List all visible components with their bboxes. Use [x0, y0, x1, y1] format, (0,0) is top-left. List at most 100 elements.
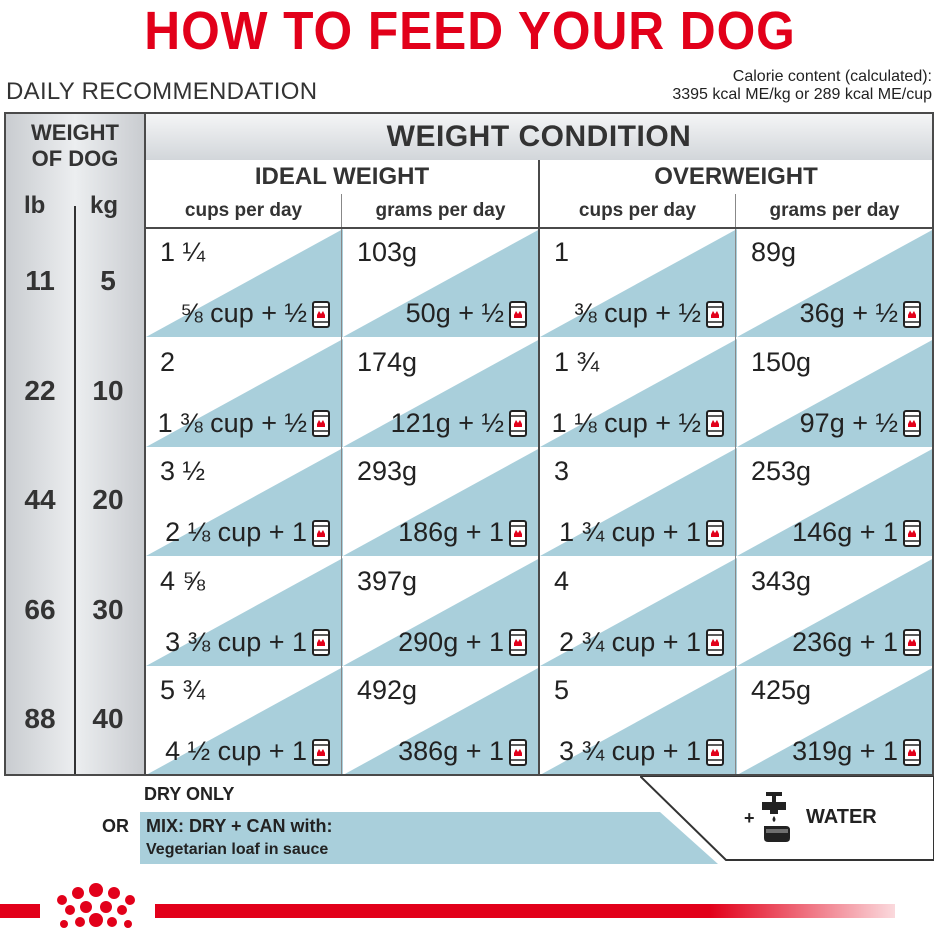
unit-kg: kg [90, 192, 119, 219]
mix-amount-text: 236g + 1 [792, 626, 898, 657]
ideal-weight-header: IDEAL WEIGHT [146, 160, 538, 194]
can-icon [509, 410, 527, 437]
mix-amount: ⅝ cup + ½ [180, 298, 331, 329]
feeding-cell: 397g 290g + 1 [343, 557, 540, 666]
cell-diagonal-fill [540, 448, 737, 556]
cell-diagonal-fill [541, 667, 737, 774]
column-divider [144, 114, 146, 774]
legend-mix-product: Vegetarian loaf in sauce [146, 841, 329, 858]
cell-diagonal-fill [737, 339, 932, 447]
weight-lb: 44 [24, 484, 56, 515]
cell-diagonal-fill [540, 229, 737, 337]
feeding-cell: 343g 236g + 1 [737, 557, 932, 666]
mix-amount: 4 ½ cup + 1 [165, 736, 331, 767]
mix-amount: 3 ⅜ cup + 1 [165, 627, 331, 658]
cell-diagonal-fill [738, 668, 932, 774]
can-icon [509, 738, 527, 766]
mix-amount-text: ⅜ cup + ½ [574, 298, 701, 328]
water-label: WATER [806, 806, 877, 828]
water-box-outline [640, 776, 934, 861]
mix-amount: 236g + 1 [792, 627, 922, 658]
overweight-header: OVERWEIGHT [540, 160, 932, 194]
dry-only-amount: 1 ¾ [554, 346, 600, 377]
can-icon [312, 300, 330, 328]
mix-amount-text: 319g + 1 [792, 736, 898, 766]
dry-only-amount: 103g [357, 237, 418, 267]
legend-dry-only: DRY ONLY [144, 784, 235, 804]
water-plus: + [744, 808, 755, 828]
dry-only-amount: 4 [554, 565, 570, 596]
dry-only-amount: 3 [554, 456, 570, 486]
feeding-cell: 174g 121g + ½ [343, 338, 540, 447]
can-icon [509, 300, 527, 328]
dry-only-amount: 5 ¾ [160, 675, 206, 705]
mix-amount-text: 121g + ½ [390, 407, 504, 438]
can-icon [903, 738, 921, 766]
dry-only-amount: 492g [357, 675, 418, 705]
cell-diagonal-fill [737, 230, 932, 337]
dry-only-amount: 397g [357, 565, 418, 596]
mix-amount-text: 1 ⅛ cup + ½ [551, 407, 701, 438]
weight-kg: 30 [92, 593, 124, 625]
mix-amount: 2 ¾ cup + 1 [559, 627, 725, 658]
cell-diagonal-fill [737, 449, 932, 556]
can-icon [706, 300, 724, 328]
dry-only-amount: 3 ½ [160, 456, 206, 486]
mix-amount: 1 ¾ cup + 1 [559, 517, 725, 548]
mix-amount: 1 ⅜ cup + ½ [158, 408, 331, 439]
cell-diagonal-fill [146, 229, 343, 337]
mix-amount-text: 1 ¾ cup + 1 [559, 517, 701, 547]
mix-amount-text: 2 ¾ cup + 1 [559, 626, 701, 657]
feeding-cell: 2 1 ⅜ cup + ½ [146, 338, 343, 447]
unit-lb: lb [24, 192, 46, 219]
feeding-cell: 1 ¾ 1 ⅛ cup + ½ [540, 338, 737, 447]
weight-of-dog-header-line2: OF DOG [31, 146, 119, 171]
header-divider [146, 227, 932, 229]
cell-diagonal-fill [344, 667, 540, 774]
cell-diagonal-fill [540, 338, 737, 447]
legend-mix-label: MIX: DRY + CAN with: [146, 816, 333, 836]
feeding-cell: 293g 186g + 1 [343, 448, 540, 556]
calorie-content: Calorie content (calculated): 3395 kcal … [672, 68, 932, 104]
dry-only-amount: 253g [751, 456, 812, 486]
feeding-cell: 103g 50g + ½ [343, 229, 540, 337]
page-title: HOW TO FEED YOUR DOG [144, 1, 796, 61]
cell-diagonal-fill [146, 448, 343, 556]
column-divider [735, 194, 736, 774]
feeding-cell: 5 3 ¾ cup + 1 [540, 667, 737, 774]
mix-amount-text: ⅝ cup + ½ [180, 298, 307, 328]
weight-lb: 66 [24, 593, 56, 625]
mix-amount: 97g + ½ [800, 408, 922, 439]
mix-amount: 36g + ½ [800, 298, 922, 329]
can-icon [312, 410, 330, 437]
mix-amount: 386g + 1 [398, 736, 528, 767]
can-icon [509, 629, 527, 656]
mix-amount-text: 36g + ½ [799, 298, 898, 328]
feeding-cell: 3 1 ¾ cup + 1 [540, 448, 737, 556]
calorie-line-1: Calorie content (calculated): [732, 68, 932, 85]
can-icon [312, 519, 330, 547]
mix-amount: ⅜ cup + ½ [574, 298, 725, 329]
brand-stripe-left [0, 904, 40, 918]
cell-diagonal-fill [737, 558, 932, 666]
can-icon [312, 629, 330, 656]
mix-amount-text: 97g + ½ [799, 407, 898, 438]
weight-kg: 5 [100, 265, 116, 296]
can-icon [706, 410, 724, 437]
cell-diagonal-fill [146, 338, 343, 447]
cell-diagonal-fill [343, 338, 540, 447]
legend-or: OR [102, 816, 129, 836]
dry-only-amount: 425g [751, 675, 812, 705]
column-divider [538, 160, 540, 774]
weight-lb: 22 [24, 374, 56, 406]
weight-lb: 88 [24, 703, 56, 734]
legend-mix-box: MIX: DRY + CAN with: Vegetarian loaf in … [140, 812, 718, 864]
over-grams-header: grams per day [737, 194, 932, 228]
cell-diagonal-fill [343, 229, 540, 337]
mix-amount: 319g + 1 [792, 736, 922, 767]
water-tap-icon [762, 792, 790, 842]
cell-diagonal-fill [343, 448, 540, 556]
mix-amount-text: 386g + 1 [398, 736, 504, 766]
cell-diagonal-fill [146, 557, 343, 666]
dry-only-amount: 1 [554, 237, 570, 267]
